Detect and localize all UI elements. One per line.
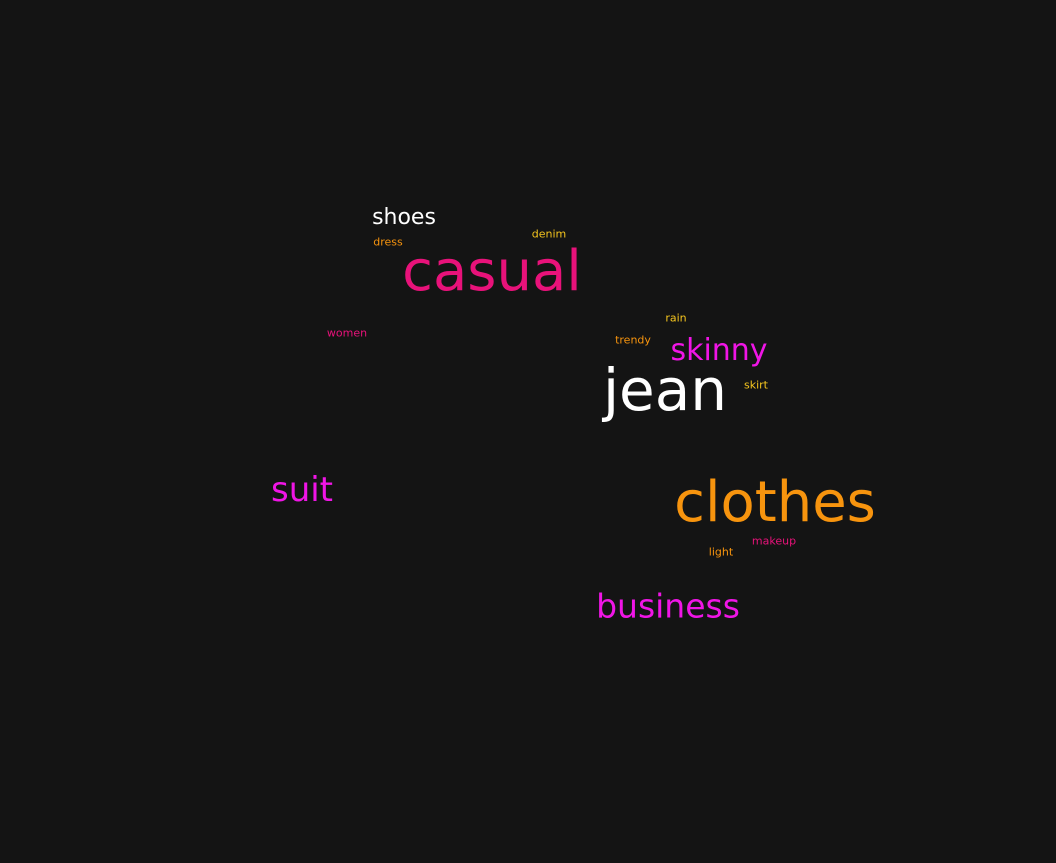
word-business[interactable]: business — [596, 586, 740, 626]
word-skirt[interactable]: skirt — [744, 378, 768, 392]
word-clothes[interactable]: clothes — [674, 470, 876, 535]
word-denim[interactable]: denim — [531, 227, 567, 241]
word-light[interactable]: light — [708, 545, 734, 559]
word-trendy[interactable]: trendy — [615, 333, 651, 347]
word-makeup[interactable]: makeup — [751, 534, 797, 548]
word-jean[interactable]: jean — [602, 356, 728, 424]
word-suit[interactable]: suit — [270, 470, 334, 510]
word-rain[interactable]: rain — [665, 311, 687, 325]
word-skinny[interactable]: skinny — [670, 333, 768, 368]
word-casual[interactable]: casual — [402, 239, 582, 304]
word-women[interactable]: women — [326, 326, 368, 340]
word-shoes[interactable]: shoes — [372, 205, 436, 230]
word-dress[interactable]: dress — [373, 235, 403, 249]
